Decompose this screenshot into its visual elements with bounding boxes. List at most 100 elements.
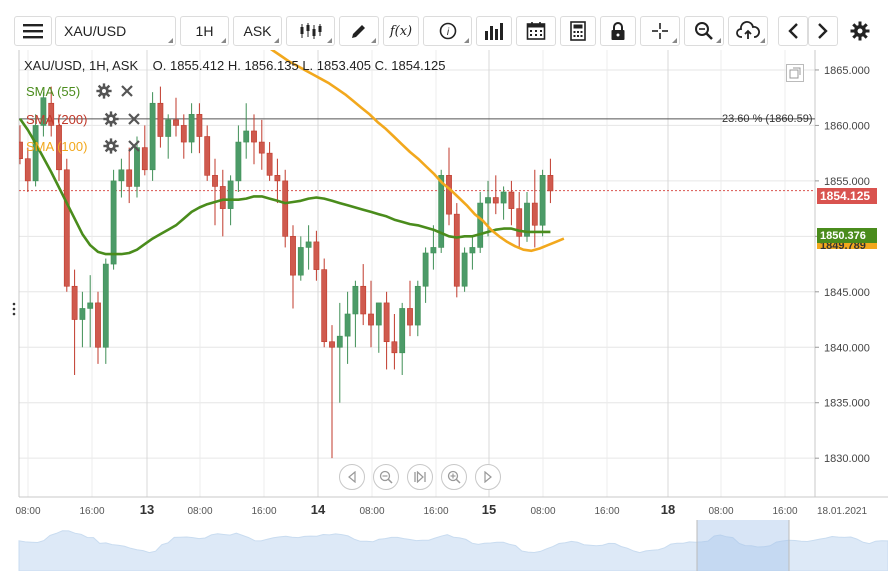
time-axis[interactable]: 08:00 16:00 13 08:00 16:00 14 08:00 16:00 15 08:0… [15,502,867,517]
legend-item-sma100[interactable]: SMA (100) [26,138,141,154]
scroll-left-button[interactable] [778,16,808,46]
reset-zoom-button[interactable] [407,464,433,490]
sma-lines [19,50,565,256]
price-tick-label: 1855.000 [824,176,870,188]
candle-body [508,191,515,209]
export-button[interactable] [728,16,768,46]
candle-body [40,97,47,126]
candle [266,142,273,181]
calendar-button[interactable] [516,16,556,46]
legend-item-sma55[interactable]: SMA (55) [26,83,134,99]
candle [212,158,218,226]
zoom-out-icon [379,470,393,484]
candle [399,302,406,375]
candle [243,103,250,159]
candle-body [375,302,382,326]
candle-body [149,102,156,171]
candle-body [453,213,460,287]
candle-body [438,175,445,248]
chevron-left-icon [788,23,798,39]
dropdown-corner-icon [168,38,173,43]
info-button[interactable]: i [423,16,472,46]
legend-item-sma200[interactable]: SMA (200) [26,111,141,127]
candle-body [87,302,94,309]
candle [524,191,530,242]
lock-button[interactable] [600,16,636,46]
pan-right-button[interactable] [475,464,501,490]
scroll-right-button[interactable] [808,16,838,46]
candle [188,103,195,154]
settings-button[interactable] [844,16,876,46]
candle [79,291,86,348]
time-tick-label: 08:00 [359,506,384,517]
gear-icon[interactable] [96,83,112,99]
legend-label: SMA (100) [26,138,88,154]
symbol-label: XAU/USD [64,23,127,39]
candle [173,97,179,137]
candle-body [141,147,148,171]
timeframe-selector[interactable]: 1H [180,16,229,46]
close-icon[interactable] [127,112,141,126]
zoom-in-button[interactable] [441,464,467,490]
candle [461,247,468,292]
sma55-line [19,118,551,256]
draw-button[interactable] [339,16,379,46]
low-value: 1853.405 [316,58,372,73]
ohlc-readout: XAU/USD, 1H, ASK O. 1855.412 H. 1856.135… [24,58,446,73]
candle-body [461,252,468,287]
zoom-button[interactable] [684,16,724,46]
high-value: 1856.135 [244,58,299,73]
panel-drag-handle[interactable] [12,302,16,316]
candle-body [165,119,172,137]
toolbar: XAU/USD 1H ASK f(x) i [0,0,888,50]
dropdown-corner-icon [327,38,332,43]
candle-body [524,202,530,237]
chart-type-button[interactable] [286,16,335,46]
crosshair-button[interactable] [640,16,680,46]
price-axis[interactable]: 1865.0001860.0001855.0001850.0001845.000… [815,65,870,465]
low-label: L. [302,58,314,73]
candle [368,280,374,348]
menu-button[interactable] [14,16,52,46]
candle [118,158,125,198]
close-icon[interactable] [120,84,134,98]
candle [196,103,203,154]
indicators-button[interactable]: f(x) [383,16,419,46]
close-icon[interactable] [127,139,141,153]
candle-body [118,169,125,182]
gear-icon[interactable] [103,138,120,154]
navigator[interactable] [18,520,888,571]
candle [344,291,351,364]
candle-body [469,247,476,254]
zoom-icon [695,22,713,40]
candle-body [344,313,351,337]
candle-body [79,308,86,320]
candle [414,280,421,337]
candle-body [290,236,296,276]
candle [422,247,429,303]
pan-left-button[interactable] [339,464,365,490]
candle [48,86,55,137]
popout-icon[interactable] [786,64,804,82]
candle-body [329,341,335,348]
candle [204,125,211,181]
volume-button[interactable] [476,16,512,46]
navigator-window[interactable] [697,520,789,571]
candle [235,125,242,192]
candle-body [19,141,23,159]
dropdown-corner-icon [716,38,721,43]
price-type-selector[interactable]: ASK [233,16,282,46]
candle-body [360,285,367,315]
zoom-out-button[interactable] [373,464,399,490]
candle-body [430,247,437,254]
candle-body [313,241,320,270]
price-type-label: ASK [243,23,272,39]
candle-body [227,180,234,209]
calculator-button[interactable] [560,16,596,46]
gear-icon[interactable] [103,111,120,127]
candle [383,291,390,370]
price-tick-label: 1860.000 [824,120,870,132]
symbol-selector[interactable]: XAU/USD [55,16,176,46]
function-icon: f(x) [389,23,413,39]
